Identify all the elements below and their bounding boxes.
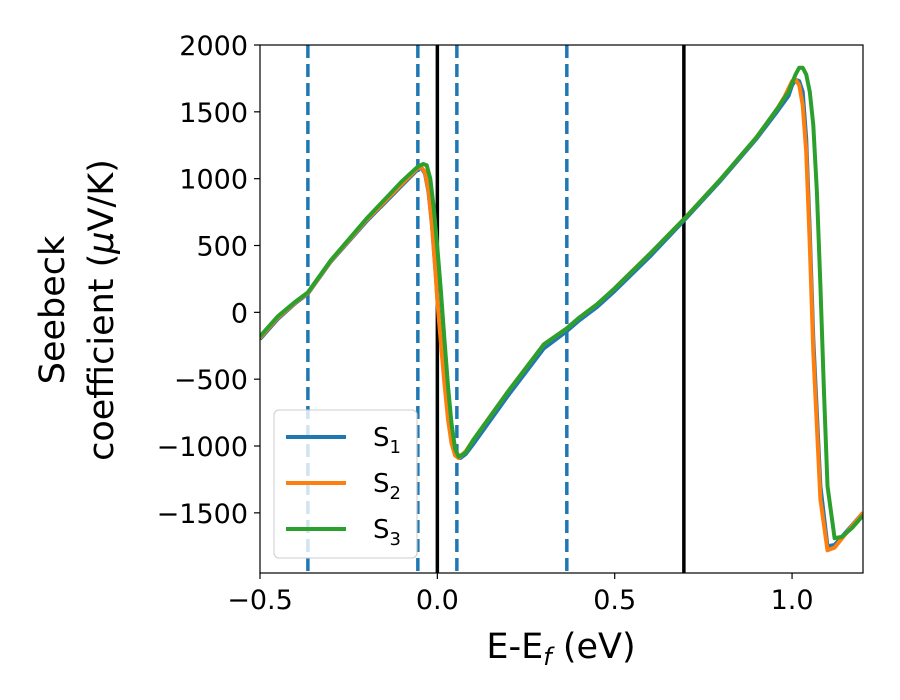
y-axis-ticks: 2000 1500 1000 500 0 −500 −1000 −1500 [157, 31, 260, 530]
x-tick-label: −0.5 [227, 585, 293, 616]
y-axis-label-line2: coefficient (μV/K) [82, 159, 122, 461]
x-axis-ticks: −0.5 0.0 0.5 1.0 [227, 573, 814, 616]
legend-label-s1: S1 [373, 423, 401, 458]
x-tick-label: 0.5 [593, 585, 636, 616]
y-tick-label: −1000 [157, 432, 248, 463]
x-axis-label: E-Ef (eV) [486, 627, 635, 671]
y-tick-label: 0 [231, 298, 248, 329]
legend-label-s2: S2 [373, 469, 401, 504]
y-axis-label-line1: Seebeck [33, 235, 73, 384]
y-tick-label: 1000 [179, 165, 248, 196]
y-tick-label: 2000 [179, 31, 248, 62]
y-tick-label: −500 [174, 365, 248, 396]
y-tick-label: 500 [196, 232, 248, 263]
y-tick-label: 1500 [179, 98, 248, 129]
y-tick-label: −1500 [157, 499, 248, 530]
axes-frame [259, 44, 864, 574]
x-tick-label: 0.0 [416, 585, 459, 616]
series-line-s3 [260, 65, 863, 541]
legend: S1 S2 S3 [273, 409, 418, 559]
legend-label-s3: S3 [373, 515, 401, 550]
x-tick-label: 1.0 [771, 585, 814, 616]
series-lines [260, 65, 863, 553]
